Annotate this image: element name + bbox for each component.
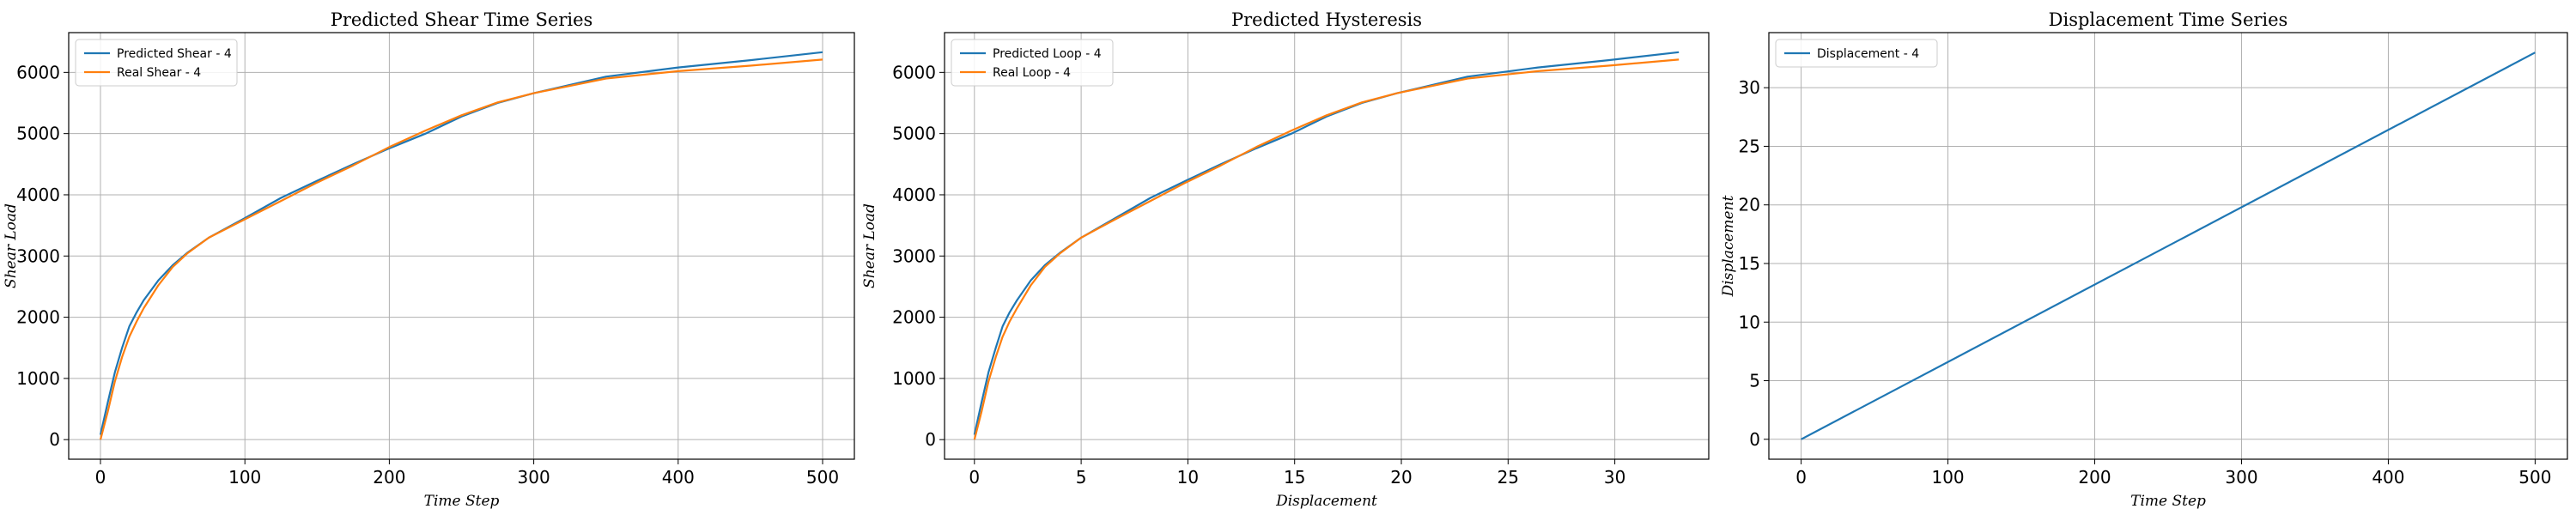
chart-title: Displacement Time Series xyxy=(2049,9,2288,30)
y-axis-label: Shear Load xyxy=(861,203,878,288)
x-tick-label: 300 xyxy=(518,467,550,488)
axes-frame xyxy=(68,32,855,460)
x-tick-label: 15 xyxy=(1284,467,1305,488)
legend: Predicted Shear - 4 Real Shear - 4 xyxy=(75,39,238,87)
legend-label: Real Loop - 4 xyxy=(993,66,1071,80)
chart-title: Predicted Hysteresis xyxy=(1231,9,1422,30)
legend-box xyxy=(951,39,1114,87)
x-tick-label: 20 xyxy=(1390,467,1412,488)
grid xyxy=(1769,33,2567,459)
series-line-1 xyxy=(973,51,1680,435)
y-tick-label: 0 xyxy=(1749,429,1760,450)
y-tick-label: 0 xyxy=(925,429,936,450)
y-tick-label: 6000 xyxy=(16,62,60,82)
y-tick-label: 20 xyxy=(1739,195,1760,215)
x-tick-label: 5 xyxy=(1076,467,1087,488)
panel-shear-time-series: 0 100 200 300 400 500 0 1000 2000 3000 4000 5000 600… xyxy=(0,0,859,515)
grid xyxy=(945,33,1709,459)
y-tick-label: 30 xyxy=(1739,77,1760,98)
x-tick-label: 0 xyxy=(95,467,106,488)
panel-displacement-time-series: 0 100 200 300 400 500 0 5 10 15 20 25 30 Displacement… xyxy=(1717,0,2576,515)
y-tick-label: 6000 xyxy=(892,62,936,82)
series-line-1 xyxy=(99,51,823,435)
y-axis-label: Displacement xyxy=(1720,195,1737,297)
legend-label: Predicted Loop - 4 xyxy=(993,47,1102,61)
x-tick-label: 400 xyxy=(662,467,695,488)
x-tick-label: 200 xyxy=(373,467,405,488)
y-tick-label: 4000 xyxy=(16,185,60,205)
legend: Predicted Loop - 4 Real Loop - 4 xyxy=(951,39,1114,87)
grid xyxy=(69,33,854,459)
y-tick-label: 25 xyxy=(1739,136,1760,156)
axes-frame xyxy=(1768,32,2568,460)
legend-box xyxy=(75,39,238,87)
y-tick-label: 10 xyxy=(1739,312,1760,332)
y-tick-label: 3000 xyxy=(16,245,60,266)
y-tick-label: 1000 xyxy=(16,368,60,389)
series-line-1 xyxy=(1801,52,2536,440)
y-tick-label: 2000 xyxy=(16,307,60,328)
x-tick-label: 0 xyxy=(969,467,980,488)
x-tick-label: 25 xyxy=(1498,467,1519,488)
legend-label: Displacement - 4 xyxy=(1817,47,1919,61)
x-tick-label: 200 xyxy=(2078,467,2111,488)
x-axis-label: Time Step xyxy=(2130,493,2206,510)
y-tick-label: 2000 xyxy=(892,307,936,328)
y-tick-label: 4000 xyxy=(892,185,936,205)
chart-displacement-time-series: 0 100 200 300 400 500 0 5 10 15 20 25 30 Displacement… xyxy=(1720,9,2568,510)
y-tick-label: 1000 xyxy=(892,368,936,389)
x-tick-label: 100 xyxy=(1931,467,1964,488)
y-axis-label: Shear Load xyxy=(3,203,20,288)
x-tick-label: 500 xyxy=(2518,467,2551,488)
x-axis-label: Displacement xyxy=(1275,493,1377,510)
x-tick-label: 10 xyxy=(1177,467,1199,488)
y-tick-label: 15 xyxy=(1739,253,1760,274)
series-line-2 xyxy=(973,58,1680,440)
chart-title: Predicted Shear Time Series xyxy=(331,9,593,30)
x-axis-label: Time Step xyxy=(424,493,500,510)
chart-hysteresis: 0 5 10 15 20 25 30 0 1000 2000 3000 4000 5000 6000 Pre… xyxy=(861,9,1710,510)
y-tick-label: 0 xyxy=(49,429,60,450)
x-tick-label: 100 xyxy=(228,467,261,488)
legend-box xyxy=(1775,39,1938,68)
axes-frame xyxy=(944,32,1710,460)
legend: Displacement - 4 xyxy=(1775,39,1938,68)
series-line-2 xyxy=(99,58,823,440)
x-tick-label: 30 xyxy=(1604,467,1625,488)
legend-label: Real Shear - 4 xyxy=(117,66,201,80)
x-tick-label: 500 xyxy=(806,467,839,488)
y-tick-label: 5000 xyxy=(16,124,60,144)
y-tick-label: 3000 xyxy=(892,245,936,266)
x-tick-label: 0 xyxy=(1795,467,1807,488)
legend-label: Predicted Shear - 4 xyxy=(117,47,232,61)
x-tick-label: 300 xyxy=(2225,467,2257,488)
y-tick-label: 5 xyxy=(1749,371,1760,391)
x-tick-label: 400 xyxy=(2372,467,2404,488)
y-tick-label: 5000 xyxy=(892,124,936,144)
chart-shear-time-series: 0 100 200 300 400 500010002000300040005000600… xyxy=(3,9,855,510)
panel-hysteresis: 0 5 10 15 20 25 30 0 1000 2000 3000 4000 5000 6000 Pre… xyxy=(859,0,1717,515)
